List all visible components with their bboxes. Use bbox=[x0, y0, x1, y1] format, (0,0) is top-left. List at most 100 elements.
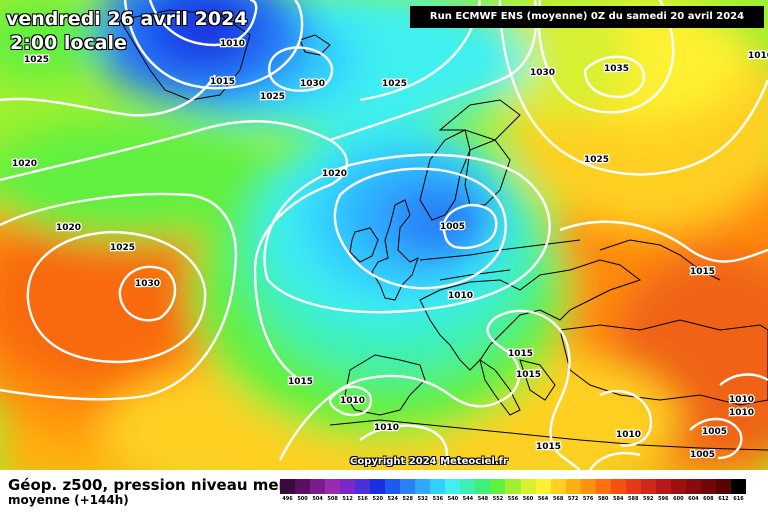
legend-value: 576 bbox=[582, 496, 594, 502]
model-run-info: Run ECMWF ENS (moyenne) 0Z du samedi 20 … bbox=[410, 6, 764, 28]
legend-swatch bbox=[715, 479, 731, 494]
isobar-label: 1010 bbox=[729, 408, 754, 418]
legend-swatch bbox=[520, 479, 536, 494]
legend-value: 520 bbox=[372, 496, 383, 502]
copyright-text: Copyright 2024 Meteociel.fr bbox=[350, 456, 508, 467]
legend-swatch bbox=[535, 479, 551, 494]
legend-value: 500 bbox=[297, 496, 308, 502]
product-title: Géop. z500, pression niveau mer bbox=[8, 476, 286, 494]
legend-value: 508 bbox=[327, 496, 338, 502]
isobar-label: 1025 bbox=[24, 55, 49, 65]
isobar-label: 1015 bbox=[536, 442, 561, 452]
legend-value: 584 bbox=[612, 496, 624, 502]
legend-swatch bbox=[625, 479, 641, 494]
legend-swatch bbox=[295, 479, 311, 494]
isobar-label: 1020 bbox=[12, 159, 37, 169]
legend-swatch bbox=[445, 479, 461, 494]
legend-value: 548 bbox=[477, 496, 489, 502]
legend-swatch bbox=[505, 479, 521, 494]
legend-value: 616 bbox=[733, 496, 744, 502]
legend-value: 568 bbox=[552, 496, 564, 502]
legend-value: 504 bbox=[312, 496, 323, 502]
geopotential-map: 1025 1020 1020 1025 1030 1010 1015 1030 … bbox=[0, 0, 768, 470]
legend-value: 516 bbox=[357, 496, 368, 502]
legend-value: 600 bbox=[673, 496, 684, 502]
isobar-label: 1005 bbox=[702, 427, 727, 437]
isobar-label: 1030 bbox=[300, 79, 325, 89]
forecast-time: 2:00 locale bbox=[10, 32, 127, 54]
legend-swatch bbox=[670, 479, 686, 494]
legend-swatch bbox=[595, 479, 611, 494]
legend-swatch bbox=[640, 479, 656, 494]
legend-swatch bbox=[580, 479, 596, 494]
legend-value: 524 bbox=[387, 496, 398, 502]
isobar-label: 1010 bbox=[220, 39, 245, 49]
isobar-label: 1020 bbox=[56, 223, 81, 233]
z500-color-field bbox=[0, 0, 768, 470]
isobar-label: 1020 bbox=[322, 169, 347, 179]
legend-swatch bbox=[490, 479, 506, 494]
forecast-date: vendredi 26 avril 2024 bbox=[6, 8, 248, 30]
isobar-label: 1010 bbox=[616, 430, 641, 440]
legend-value: 496 bbox=[282, 496, 293, 502]
legend-value: 612 bbox=[718, 496, 729, 502]
legend-value: 540 bbox=[447, 496, 459, 502]
isobar-label: 1025 bbox=[382, 79, 407, 89]
isobar-label: 1015 bbox=[516, 370, 541, 380]
legend-swatch bbox=[385, 479, 401, 494]
legend-value: 556 bbox=[507, 496, 519, 502]
legend-swatch bbox=[475, 479, 491, 494]
legend-swatch bbox=[370, 479, 386, 494]
legend-value: 528 bbox=[402, 496, 413, 502]
product-subtitle: moyenne (+144h) bbox=[8, 493, 129, 507]
legend-swatch bbox=[325, 479, 341, 494]
legend-swatch bbox=[655, 479, 671, 494]
legend-swatch bbox=[355, 479, 371, 494]
isobar-label: 1035 bbox=[604, 64, 629, 74]
legend-value: 536 bbox=[432, 496, 444, 502]
legend-swatch bbox=[310, 479, 326, 494]
legend-value: 604 bbox=[688, 496, 699, 502]
isobar-label: 1025 bbox=[110, 243, 135, 253]
legend-swatch bbox=[460, 479, 476, 494]
legend-value: 544 bbox=[462, 496, 474, 502]
isobar-label: 1010 bbox=[448, 291, 473, 301]
legend-swatch bbox=[400, 479, 416, 494]
isobar-labels: 1025 1020 1020 1025 1030 1010 1015 1030 … bbox=[11, 38, 768, 462]
legend-swatch bbox=[730, 479, 746, 494]
legend-value: 564 bbox=[537, 496, 549, 502]
legend-value: 592 bbox=[643, 496, 654, 502]
isobar-label: 1025 bbox=[584, 155, 609, 165]
isobar-label: 1015 bbox=[210, 77, 235, 87]
legend-swatch bbox=[565, 479, 581, 494]
legend-value: 512 bbox=[342, 496, 353, 502]
isobar-label: 1015 bbox=[508, 349, 533, 359]
isobar-label: 1015 bbox=[288, 377, 313, 387]
isobar-label: 1010 bbox=[374, 423, 399, 433]
isobar-lines bbox=[0, 0, 768, 470]
legend-swatch bbox=[340, 479, 356, 494]
legend-value: 596 bbox=[658, 496, 669, 502]
isobar-label: 1010 bbox=[729, 395, 754, 405]
legend-value: 608 bbox=[703, 496, 714, 502]
isobar-label: 1010 bbox=[748, 51, 768, 61]
legend-swatch bbox=[430, 479, 446, 494]
isobar-label: 1025 bbox=[260, 92, 285, 102]
isobar-label: 1030 bbox=[530, 68, 555, 78]
legend-swatch bbox=[700, 479, 716, 494]
isobar-label: 1015 bbox=[690, 267, 715, 277]
isobar-label: 1030 bbox=[135, 279, 160, 289]
legend-value: 588 bbox=[628, 496, 639, 502]
coastlines bbox=[119, 9, 768, 451]
legend-value: 532 bbox=[417, 496, 429, 502]
isobar-label: 1005 bbox=[440, 222, 465, 232]
isobar-label: 1010 bbox=[340, 396, 365, 406]
legend-swatch bbox=[550, 479, 566, 494]
isobar-label: 1005 bbox=[690, 450, 715, 460]
legend-labels: 496 500 504 508 512 516 520 524 528 532 536 540 544 5… bbox=[280, 494, 746, 504]
legend-value: 580 bbox=[597, 496, 609, 502]
legend-swatch bbox=[280, 479, 296, 494]
legend-value: 552 bbox=[492, 496, 504, 502]
legend-swatch bbox=[415, 479, 431, 494]
